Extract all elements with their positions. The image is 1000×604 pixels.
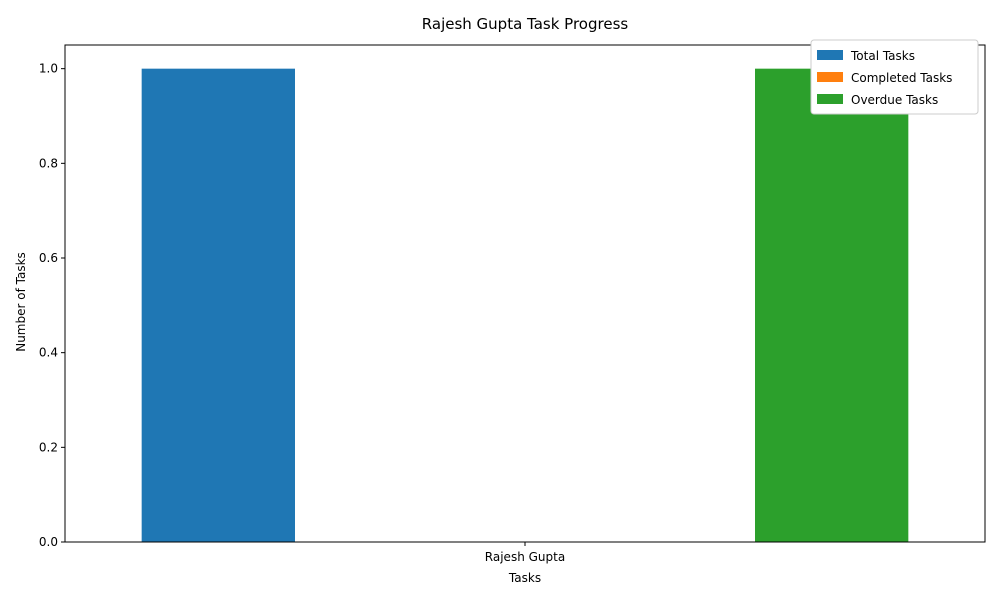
legend-box	[810, 39, 979, 115]
bars-group	[141, 68, 909, 543]
legend-label: Overdue Tasks	[851, 93, 938, 107]
bar-overdue-tasks	[755, 68, 909, 543]
legend: Total Tasks Completed Tasks Overdue Tasks	[810, 39, 979, 115]
y-tick-label: 0.2	[39, 440, 58, 454]
chart-title: Rajesh Gupta Task Progress	[422, 15, 629, 33]
x-axis-label: Tasks	[508, 571, 541, 585]
x-axis: Rajesh Gupta	[485, 542, 565, 564]
bar-total-tasks	[141, 68, 295, 543]
plot-frame	[64, 44, 986, 543]
y-tick-label: 1.0	[39, 62, 58, 76]
y-tick-label: 0.6	[39, 251, 58, 265]
legend-swatch	[817, 94, 843, 104]
legend-swatch	[817, 72, 843, 82]
x-tick-label: Rajesh Gupta	[485, 550, 565, 564]
legend-label: Completed Tasks	[851, 71, 952, 85]
legend-label: Total Tasks	[850, 49, 915, 63]
y-axis: 0.0 0.2 0.4 0.6 0.8 1.0	[39, 62, 65, 549]
y-tick-label: 0.4	[39, 346, 58, 360]
y-tick-label: 0.0	[39, 535, 58, 549]
y-tick-label: 0.8	[39, 156, 58, 170]
y-axis-label: Number of Tasks	[14, 252, 28, 352]
legend-swatch	[817, 50, 843, 60]
